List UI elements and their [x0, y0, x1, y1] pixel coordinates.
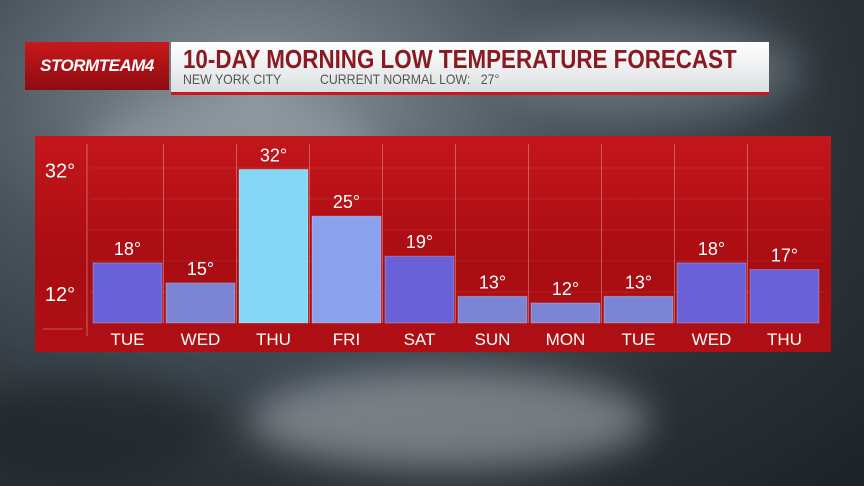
x-tick-label: THU	[256, 330, 291, 349]
normal-low-value: 27°	[480, 71, 500, 87]
x-tick-label: WED	[692, 330, 732, 349]
x-tick-label: WED	[181, 330, 221, 349]
y-tick-label: 12°	[45, 284, 75, 306]
title-bar: 10-DAY MORNING LOW TEMPERATURE FORECAST …	[171, 42, 769, 95]
bar-group: 12° MON	[530, 279, 601, 349]
bar	[530, 302, 601, 324]
bar-value-label: 18°	[698, 239, 725, 259]
bar	[457, 295, 528, 324]
bar-value-label: 18°	[114, 239, 141, 259]
x-tick-label: SAT	[404, 330, 436, 349]
location: NEW YORK CITY	[183, 71, 282, 87]
bar-group: 25° FRI	[311, 192, 382, 349]
normal-low-label: CURRENT NORMAL LOW:	[319, 71, 471, 87]
bar-value-label: 19°	[406, 232, 433, 252]
y-tick-label: 32°	[45, 160, 75, 182]
bar-value-label: 13°	[625, 272, 652, 292]
bar	[676, 262, 747, 324]
bar-group: 18° WED	[676, 239, 747, 349]
bar-value-label: 12°	[552, 279, 579, 299]
bar-chart: 32° 12° 18° TUE 15° WED 32° THU 25° FRI 19° SAT 13° S…	[43, 144, 825, 349]
bar-group: 13° TUE	[603, 272, 674, 349]
bar-value-label: 32°	[260, 145, 287, 165]
bar	[603, 295, 674, 324]
bar	[92, 262, 163, 324]
bar-value-label: 15°	[187, 259, 214, 279]
page-title: 10-DAY MORNING LOW TEMPERATURE FORECAST	[183, 44, 737, 74]
bar	[238, 168, 309, 324]
cloud	[250, 370, 650, 470]
bar-value-label: 17°	[771, 246, 798, 266]
x-tick-label: SUN	[475, 330, 511, 349]
x-tick-label: FRI	[333, 330, 360, 349]
x-tick-label: TUE	[622, 330, 656, 349]
bar-value-label: 25°	[333, 192, 360, 212]
bar	[384, 255, 455, 324]
subtitle: NEW YORK CITY CURRENT NORMAL LOW: 27°	[183, 71, 535, 87]
bar	[311, 215, 382, 324]
bar-value-label: 13°	[479, 272, 506, 292]
cloud	[0, 380, 220, 480]
bar-group: 17° THU	[749, 246, 820, 349]
bar	[165, 282, 236, 324]
x-tick-label: THU	[767, 330, 802, 349]
bar-group: 18° TUE	[92, 239, 163, 349]
bar-group: 32° THU	[238, 145, 309, 349]
stormteam4-logo: STORMTEAM4	[25, 42, 169, 90]
chart-panel: 32° 12° 18° TUE 15° WED 32° THU 25° FRI 19° SAT 13° S…	[35, 136, 831, 352]
bar	[749, 269, 820, 324]
bar-group: 19° SAT	[384, 232, 455, 349]
bar-group: 15° WED	[165, 259, 236, 349]
x-tick-label: MON	[546, 330, 586, 349]
bar-group: 13° SUN	[457, 272, 528, 349]
x-tick-label: TUE	[111, 330, 145, 349]
